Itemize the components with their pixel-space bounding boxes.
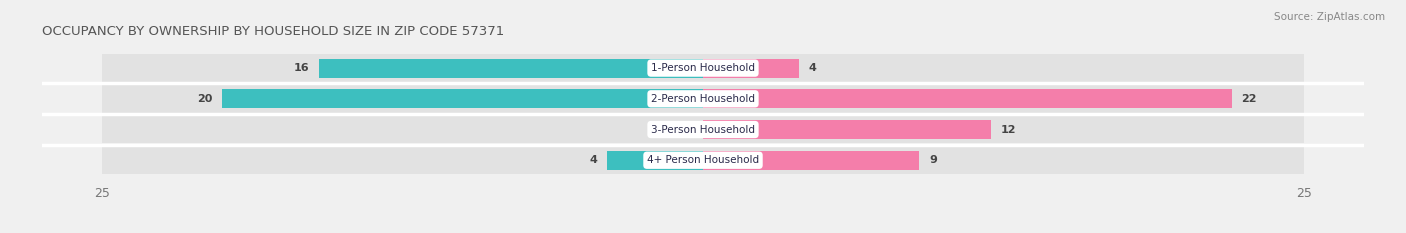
Text: 4: 4: [589, 155, 598, 165]
Bar: [103, 146, 1303, 174]
Text: OCCUPANCY BY OWNERSHIP BY HOUSEHOLD SIZE IN ZIP CODE 57371: OCCUPANCY BY OWNERSHIP BY HOUSEHOLD SIZE…: [42, 25, 505, 38]
Text: 22: 22: [1241, 94, 1257, 104]
Bar: [703, 58, 799, 78]
Text: 1-Person Household: 1-Person Household: [651, 63, 755, 73]
Text: 4: 4: [808, 63, 817, 73]
Text: 9: 9: [929, 155, 936, 165]
Text: 3-Person Household: 3-Person Household: [651, 124, 755, 134]
Bar: [607, 151, 703, 170]
Bar: [703, 151, 920, 170]
Text: 16: 16: [294, 63, 309, 73]
Bar: [103, 85, 1303, 113]
Text: 0: 0: [683, 124, 690, 134]
Bar: [319, 58, 703, 78]
Text: 12: 12: [1001, 124, 1017, 134]
Bar: [703, 89, 1232, 108]
Bar: [103, 116, 1303, 143]
Text: 2-Person Household: 2-Person Household: [651, 94, 755, 104]
Bar: [703, 120, 991, 139]
Text: Source: ZipAtlas.com: Source: ZipAtlas.com: [1274, 12, 1385, 22]
Text: 4+ Person Household: 4+ Person Household: [647, 155, 759, 165]
Text: 20: 20: [197, 94, 212, 104]
Bar: [222, 89, 703, 108]
Bar: [103, 54, 1303, 82]
